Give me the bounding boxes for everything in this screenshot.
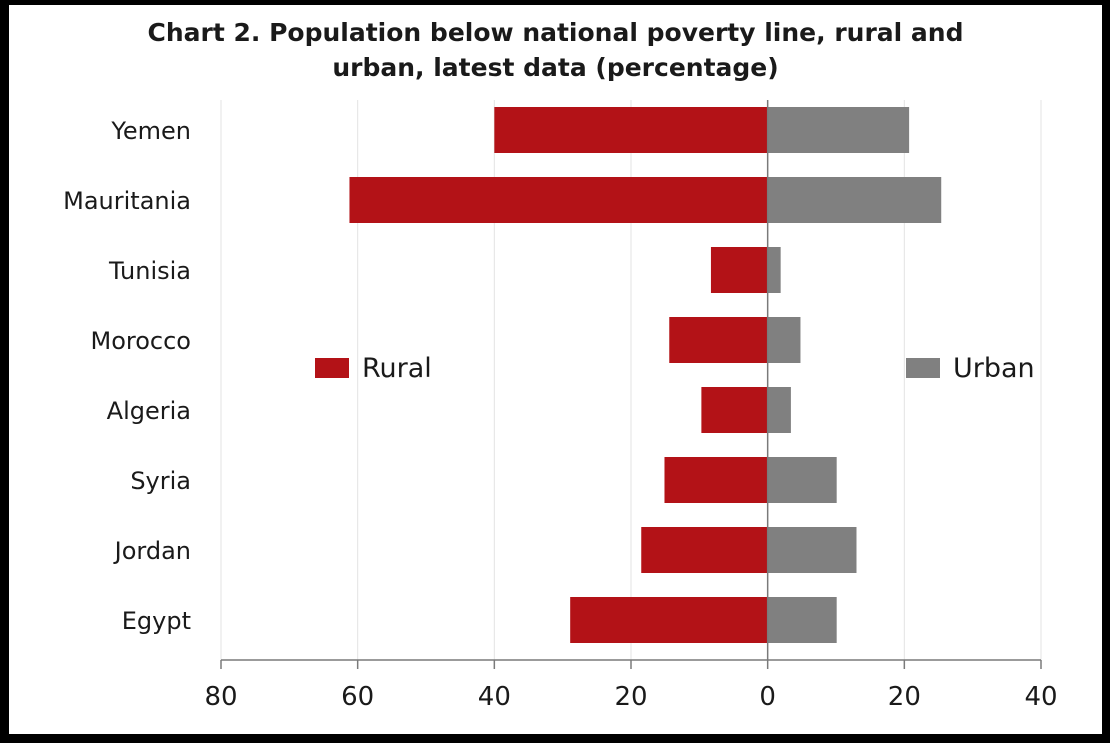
category-label-egypt: Egypt <box>122 607 191 635</box>
bar-rural-syria <box>664 457 768 503</box>
bar-rural-algeria <box>701 387 768 433</box>
category-label-algeria: Algeria <box>107 397 191 425</box>
bar-urban-morocco <box>767 317 801 363</box>
bar-rural-jordan <box>641 527 768 573</box>
category-label-yemen: Yemen <box>110 117 191 145</box>
bar-urban-egypt <box>767 597 837 643</box>
category-label-jordan: Jordan <box>113 537 191 565</box>
chart-frame: Chart 2. Population below national pover… <box>9 5 1102 734</box>
chart-title: Chart 2. Population below national pover… <box>9 15 1102 85</box>
category-labels: Yemen Mauritania Tunisia Morocco Algeria Syri… <box>63 117 191 635</box>
chart-title-line-2: urban, latest data (percentage) <box>332 53 779 82</box>
x-tick-label: 0 <box>759 682 776 712</box>
x-tick-label: 60 <box>341 682 374 712</box>
bar-rural-egypt <box>570 597 768 643</box>
category-label-mauritania: Mauritania <box>63 187 191 215</box>
legend-label-rural: Rural <box>362 353 432 384</box>
tick-labels: 80 60 40 20 0 20 40 <box>204 682 1057 712</box>
x-tick-label: 80 <box>204 682 237 712</box>
bar-rural-mauritania <box>349 177 768 223</box>
legend: Rural Urban <box>315 353 1035 384</box>
bar-rural-tunisia <box>710 247 768 293</box>
legend-label-urban: Urban <box>953 353 1035 384</box>
legend-swatch-urban <box>906 358 940 378</box>
bar-urban-mauritania <box>767 177 942 223</box>
bar-urban-algeria <box>767 387 791 433</box>
bar-urban-yemen <box>767 107 910 153</box>
bar-rural-morocco <box>669 317 768 363</box>
bar-urban-tunisia <box>767 247 781 293</box>
bar-urban-jordan <box>767 527 857 573</box>
axes <box>220 100 1042 669</box>
category-label-morocco: Morocco <box>91 327 192 355</box>
x-tick-label: 40 <box>1024 682 1057 712</box>
x-tick-label: 20 <box>614 682 647 712</box>
chart-title-line-1: Chart 2. Population below national pover… <box>147 18 964 47</box>
x-tick-label: 40 <box>478 682 511 712</box>
bar-rural-yemen <box>494 107 768 153</box>
bar-chart: Yemen Mauritania Tunisia Morocco Algeria Syri… <box>63 100 1058 712</box>
legend-swatch-rural <box>315 358 349 378</box>
category-label-syria: Syria <box>130 467 191 495</box>
category-label-tunisia: Tunisia <box>108 257 191 285</box>
bar-urban-syria <box>767 457 837 503</box>
x-tick-label: 20 <box>888 682 921 712</box>
bars <box>349 107 942 643</box>
